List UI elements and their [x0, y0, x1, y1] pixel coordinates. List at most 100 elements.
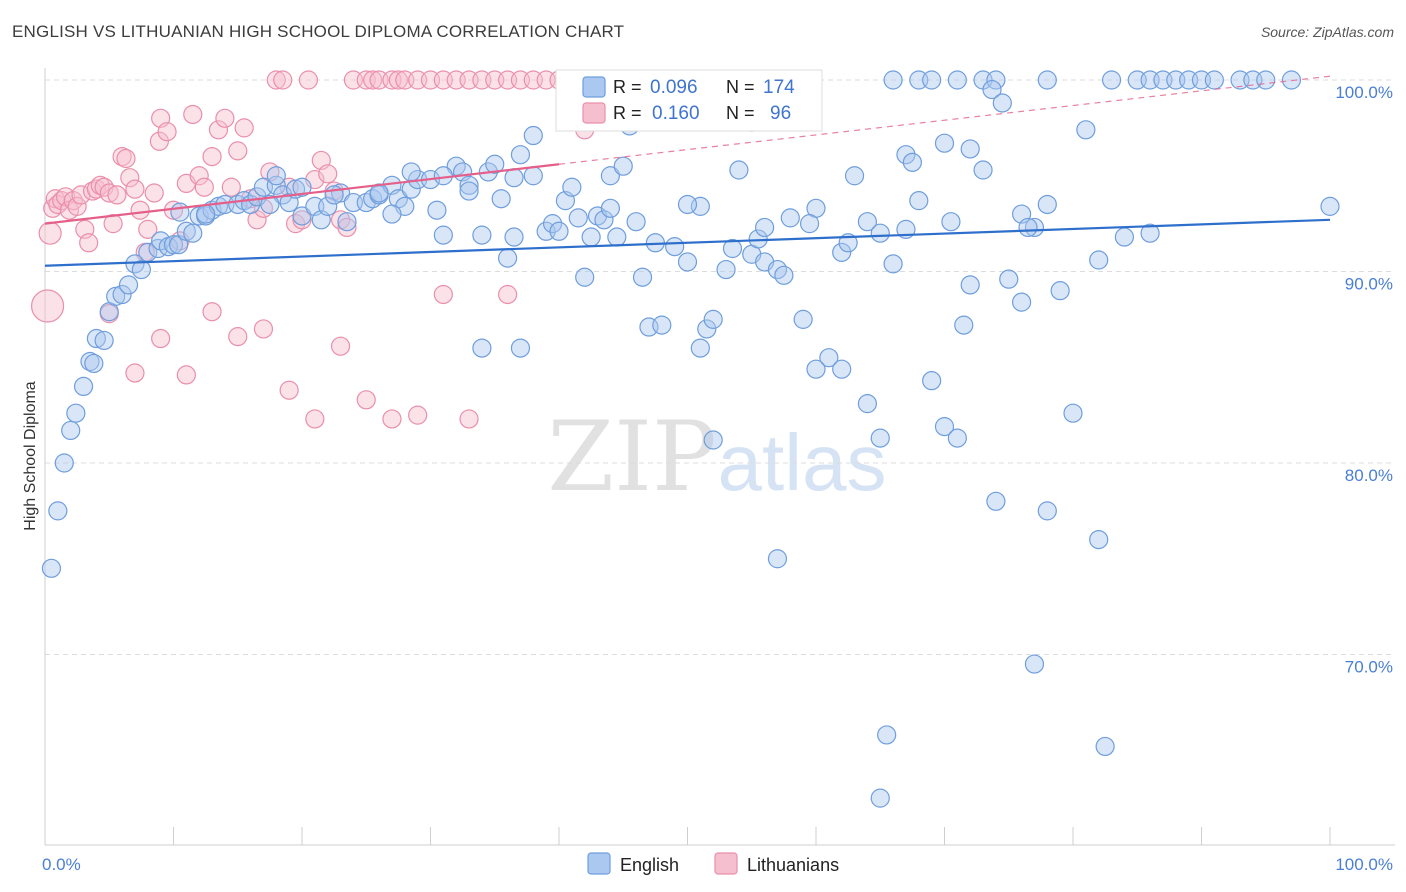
english-point [1037, 194, 1057, 215]
english-point [973, 160, 993, 180]
english-point [292, 206, 312, 226]
english-point [86, 328, 107, 349]
lithuanians-point [208, 120, 229, 140]
lithuanians-point [103, 214, 123, 234]
english-point [986, 491, 1006, 511]
english-point [485, 154, 505, 174]
gridlines [45, 79, 1395, 655]
english-point [170, 202, 190, 222]
lithuanians-trend-line [44, 163, 560, 225]
english-point [960, 139, 980, 159]
english-point [992, 93, 1012, 113]
english-point [677, 252, 698, 272]
x-tick-label: 100.0% [1335, 855, 1393, 874]
english-point [1256, 70, 1276, 90]
legend-item-english-label[interactable]: English [620, 855, 679, 875]
english-point [575, 267, 595, 287]
lithuanians-point [363, 70, 383, 90]
english-point [1114, 227, 1135, 247]
english-point [1063, 403, 1083, 423]
lithuanians-point [144, 183, 164, 203]
lithuanians-trend-extension [558, 75, 1331, 165]
legend-swatch-lithuanians [582, 102, 606, 124]
y-axis-label: High School Diploma [22, 381, 39, 531]
english-point [549, 221, 569, 241]
english-point [697, 319, 717, 339]
lithuanians-point [149, 131, 169, 151]
english-point [780, 208, 800, 228]
english-point [41, 558, 62, 578]
legend-lith-n-label: N = [726, 103, 755, 123]
english-point [427, 200, 447, 220]
x-tick-label: 0.0% [42, 855, 81, 874]
english-point [960, 275, 980, 295]
legend-item-lithuanians-label[interactable]: Lithuanians [747, 855, 839, 875]
lithuanians-point [202, 302, 222, 322]
lithuanians-point [228, 141, 248, 161]
lithuanians-point [388, 70, 408, 90]
lithuanians-point [138, 219, 158, 239]
lithuanians-point [67, 196, 87, 216]
legend-item-english-swatch[interactable] [587, 852, 611, 875]
english-point [1024, 654, 1045, 674]
lithuanians-point [433, 284, 453, 305]
english-point [883, 70, 903, 90]
english-point [922, 371, 942, 391]
chart-title: ENGLISH VS LITHUANIAN HIGH SCHOOL DIPLOM… [12, 22, 625, 41]
lithuanians-point [253, 319, 274, 339]
english-point [999, 269, 1019, 289]
legend-lith-r-label: R = [613, 103, 642, 123]
legend-item-lithuanians-swatch[interactable] [714, 852, 738, 875]
english-point [613, 156, 633, 176]
english-point [562, 177, 582, 197]
lithuanians-point [266, 70, 286, 90]
english-point [510, 338, 531, 358]
lithuanians-point [116, 148, 136, 169]
english-point [806, 359, 826, 379]
lithuanians-point [125, 363, 145, 383]
english-point [857, 212, 878, 232]
english-point [542, 214, 563, 234]
english-point [523, 166, 543, 186]
lithuanians-point [79, 233, 99, 253]
english-point [729, 160, 749, 180]
lithuanians-point [194, 177, 214, 197]
stats-legend: R = 0.096 N = 174 R = 0.160 N = 96 [555, 69, 823, 132]
english-point [986, 70, 1006, 90]
english-point [1095, 736, 1115, 757]
english-point [1037, 70, 1057, 90]
trend-lines [44, 75, 1331, 267]
english-point [118, 275, 139, 295]
english-point [982, 79, 1002, 100]
english-point [61, 420, 81, 441]
english-point [594, 210, 614, 230]
english-point [1140, 223, 1160, 243]
english-point [902, 152, 922, 172]
lithuanians-point [48, 194, 68, 215]
english-point [459, 181, 479, 201]
english-point [857, 394, 878, 414]
english-point [401, 162, 421, 182]
english-point [941, 212, 961, 232]
english-point [510, 145, 531, 165]
lithuanians-point [498, 284, 518, 305]
english-point [1101, 70, 1122, 90]
legend-swatch-english [582, 76, 606, 98]
english-point [934, 417, 955, 437]
english-point [318, 196, 338, 216]
english-point [48, 501, 68, 521]
english-point [112, 284, 132, 305]
legend-english-n-value: 174 [763, 77, 795, 98]
y-tick-label: 70.0% [1345, 658, 1393, 677]
lithuanians-point [86, 179, 107, 199]
english-point [844, 166, 865, 186]
lithuanians-points [30, 70, 595, 429]
y-tick-label: 100.0% [1335, 83, 1393, 102]
english-point [472, 225, 492, 245]
english-point [66, 403, 86, 423]
english-point [568, 208, 588, 228]
lithuanians-point [356, 390, 376, 410]
lithuanians-point [215, 108, 235, 128]
english-point [1089, 529, 1109, 550]
